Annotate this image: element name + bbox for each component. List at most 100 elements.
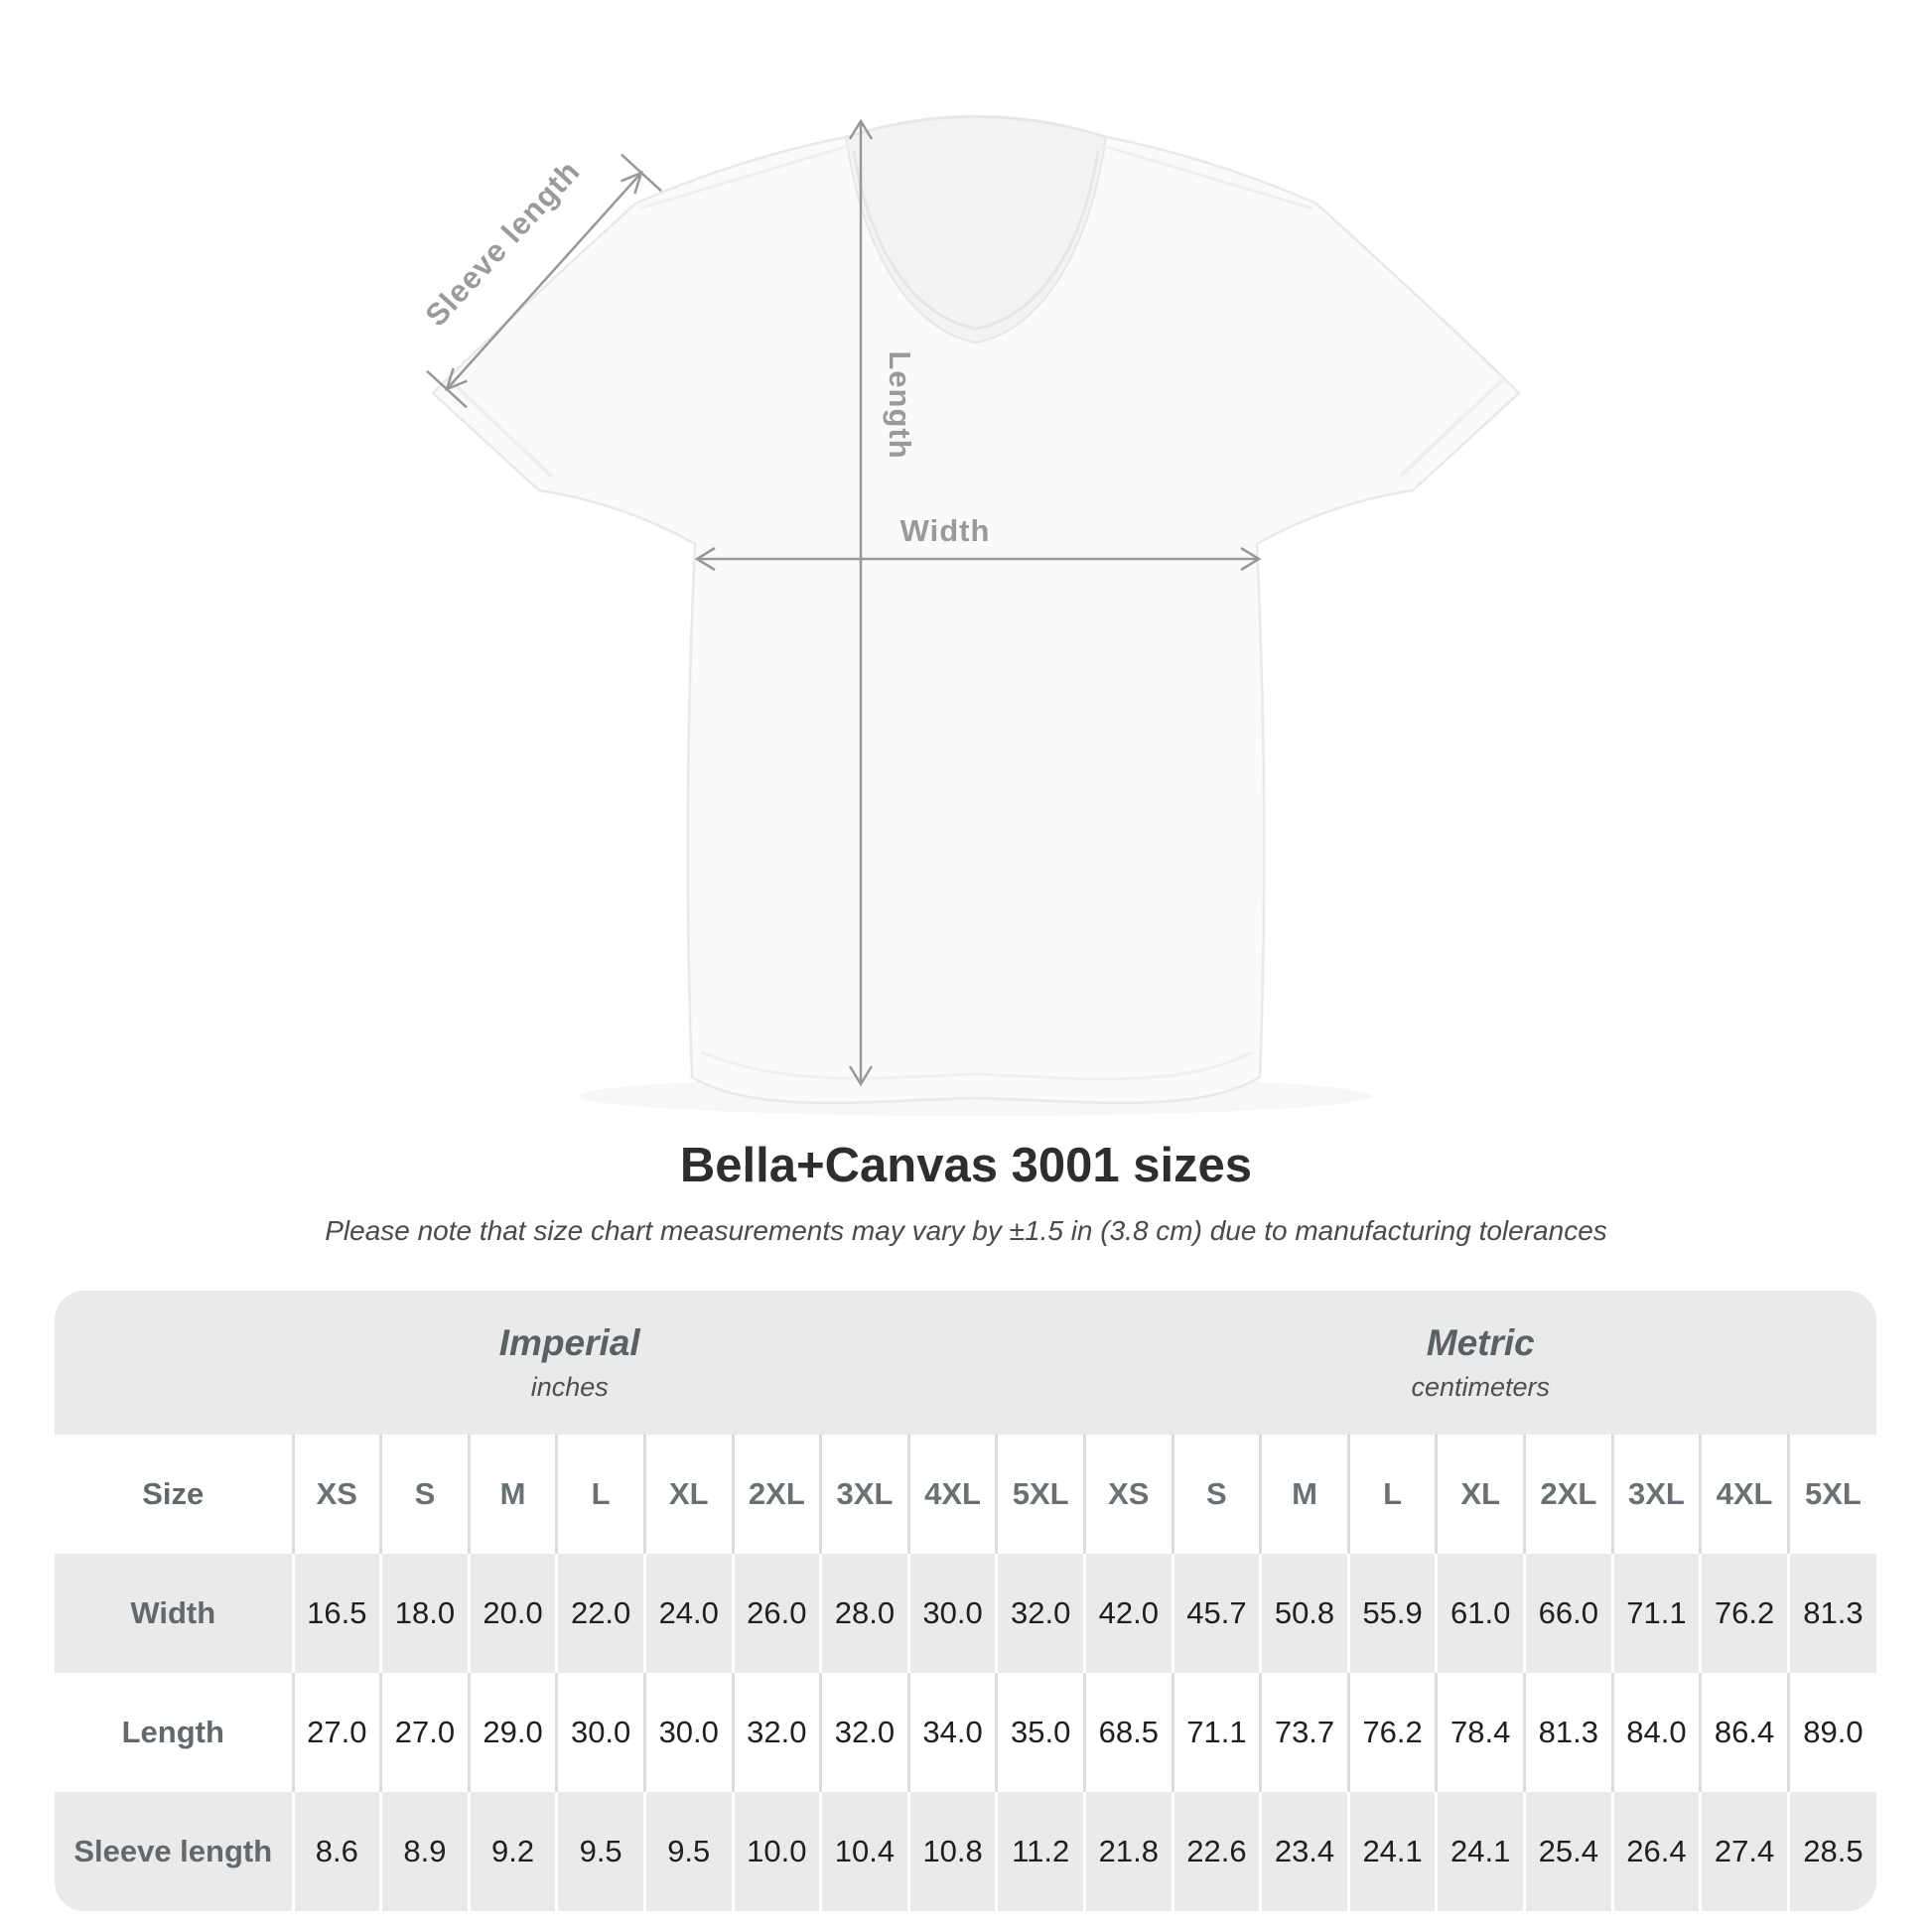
width-value-cell: 22.0 [555, 1554, 645, 1673]
sleeve-value-cell: 9.2 [467, 1792, 557, 1911]
width-value-cell: 42.0 [1082, 1554, 1173, 1673]
sleeve-value-cell: 8.9 [379, 1792, 470, 1911]
sleeve-value-cell: 10.8 [906, 1792, 997, 1911]
size-header-cell: M [1259, 1435, 1349, 1554]
imperial-unit-label: inches [530, 1372, 609, 1403]
sleeve-value-cell: 21.8 [1082, 1792, 1173, 1911]
length-value-cell: 73.7 [1259, 1673, 1349, 1792]
sleeve-value-cell: 8.6 [291, 1792, 381, 1911]
row-label-length: Length [55, 1673, 293, 1792]
right-cuff-fold [1398, 377, 1505, 479]
length-value-cell: 27.0 [291, 1673, 381, 1792]
length-value-cell: 89.0 [1786, 1673, 1876, 1792]
size-header-cell: 4XL [1699, 1435, 1789, 1554]
page-title: Bella+Canvas 3001 sizes [679, 1139, 1253, 1192]
imperial-label: Imperial [498, 1321, 640, 1363]
length-value-cell: 32.0 [819, 1673, 909, 1792]
metric-section-header: Metric centimeters [1084, 1291, 1876, 1435]
width-value-cell: 71.1 [1610, 1554, 1701, 1673]
size-header-cell: XL [1435, 1435, 1525, 1554]
length-value-cell: 71.1 [1171, 1673, 1261, 1792]
tick-lower [426, 369, 468, 409]
width-value-cell: 76.2 [1699, 1554, 1789, 1673]
imperial-section-header: Imperial inches [55, 1291, 1085, 1435]
size-header-cell: 4XL [906, 1435, 997, 1554]
metric-unit-label: centimeters [1411, 1372, 1551, 1403]
sleeve-value-cell: 26.4 [1610, 1792, 1701, 1911]
collar-band-line [852, 150, 1100, 331]
size-table-container: Imperial inches Metric centimeters Size … [55, 1291, 1876, 1911]
arrowhead-right [1240, 546, 1262, 572]
size-header-cell: 5XL [1786, 1435, 1876, 1554]
width-value-cell: 81.3 [1786, 1554, 1876, 1673]
length-value-cell: 27.0 [379, 1673, 470, 1792]
collar-opening [844, 116, 1108, 345]
size-header-cell: L [1346, 1435, 1437, 1554]
width-value-cell: 16.5 [291, 1554, 381, 1673]
size-header-cell: 2XL [731, 1435, 821, 1554]
row-label-sleeve-length: Sleeve length [55, 1792, 293, 1911]
width-value-cell: 55.9 [1346, 1554, 1437, 1673]
length-value-cell: 76.2 [1346, 1673, 1437, 1792]
length-value-cell: 78.4 [1435, 1673, 1525, 1792]
length-row: Length 27.0 27.0 29.0 30.0 30.0 32.0 32.0 34.0 3… [55, 1673, 1876, 1792]
width-value-cell: 50.8 [1259, 1554, 1349, 1673]
width-value-cell: 26.0 [731, 1554, 821, 1673]
width-value-cell: 30.0 [906, 1554, 997, 1673]
width-value-cell: 32.0 [995, 1554, 1085, 1673]
metric-label: Metric [1426, 1321, 1535, 1363]
arrowhead-down [848, 1065, 874, 1087]
tshirt-diagram: Width Length Sleeve length [418, 114, 1521, 1105]
width-value-cell: 20.0 [467, 1554, 557, 1673]
width-value-cell: 28.0 [819, 1554, 909, 1673]
size-header-cell: XL [642, 1435, 734, 1554]
size-header-row: Size XS S M L XL 2XL 3XL 4XL 5XL XS S M L XL 2XL 3XL 4XL… [55, 1435, 1876, 1554]
sleeve-value-cell: 27.4 [1699, 1792, 1789, 1911]
sleeve-value-cell: 10.4 [819, 1792, 909, 1911]
size-header-cell: 5XL [995, 1435, 1085, 1554]
length-value-cell: 29.0 [467, 1673, 557, 1792]
length-label: Length [883, 350, 917, 459]
length-value-cell: 34.0 [906, 1673, 997, 1792]
sleeve-length-arrow [426, 153, 662, 409]
sleeve-value-cell: 24.1 [1435, 1792, 1525, 1911]
length-arrow [848, 118, 874, 1087]
sleeve-value-cell: 25.4 [1523, 1792, 1613, 1911]
tshirt-body [431, 114, 1521, 1105]
left-shoulder-seam [638, 143, 853, 210]
left-cuff-fold [447, 377, 554, 479]
size-header-cell: M [467, 1435, 557, 1554]
length-value-cell: 35.0 [995, 1673, 1085, 1792]
length-value-cell: 86.4 [1699, 1673, 1789, 1792]
size-header-cell: 3XL [819, 1435, 909, 1554]
size-table: Imperial inches Metric centimeters Size … [55, 1291, 1876, 1911]
hem-stitch [700, 1050, 1252, 1081]
length-value-cell: 32.0 [731, 1673, 821, 1792]
length-value-cell: 68.5 [1082, 1673, 1173, 1792]
sleeve-value-cell: 23.4 [1259, 1792, 1349, 1911]
sleeve-value-cell: 22.6 [1171, 1792, 1261, 1911]
length-value-cell: 30.0 [642, 1673, 734, 1792]
width-value-cell: 61.0 [1435, 1554, 1525, 1673]
arrowhead-up [848, 118, 874, 140]
sleeve-value-cell: 28.5 [1786, 1792, 1876, 1911]
length-value-cell: 81.3 [1523, 1673, 1613, 1792]
right-shoulder-seam [1099, 143, 1313, 210]
width-row: Width 16.5 18.0 20.0 22.0 24.0 26.0 28.0 30.0 32… [55, 1554, 1876, 1673]
sleeve-value-cell: 9.5 [555, 1792, 645, 1911]
page-subtitle: Please note that size chart measurements… [325, 1215, 1607, 1246]
size-header-cell: S [379, 1435, 470, 1554]
sleeve-value-cell: 11.2 [995, 1792, 1085, 1911]
arrowhead-left [694, 546, 716, 572]
width-value-cell: 18.0 [379, 1554, 470, 1673]
row-label-width: Width [55, 1554, 293, 1673]
size-header-cell: L [555, 1435, 645, 1554]
size-header-cell: XS [1082, 1435, 1173, 1554]
size-header-cell: S [1171, 1435, 1261, 1554]
width-value-cell: 66.0 [1523, 1554, 1613, 1673]
width-value-cell: 45.7 [1171, 1554, 1261, 1673]
width-label: Width [900, 513, 991, 548]
size-header-cell: 2XL [1523, 1435, 1613, 1554]
width-value-cell: 24.0 [642, 1554, 734, 1673]
